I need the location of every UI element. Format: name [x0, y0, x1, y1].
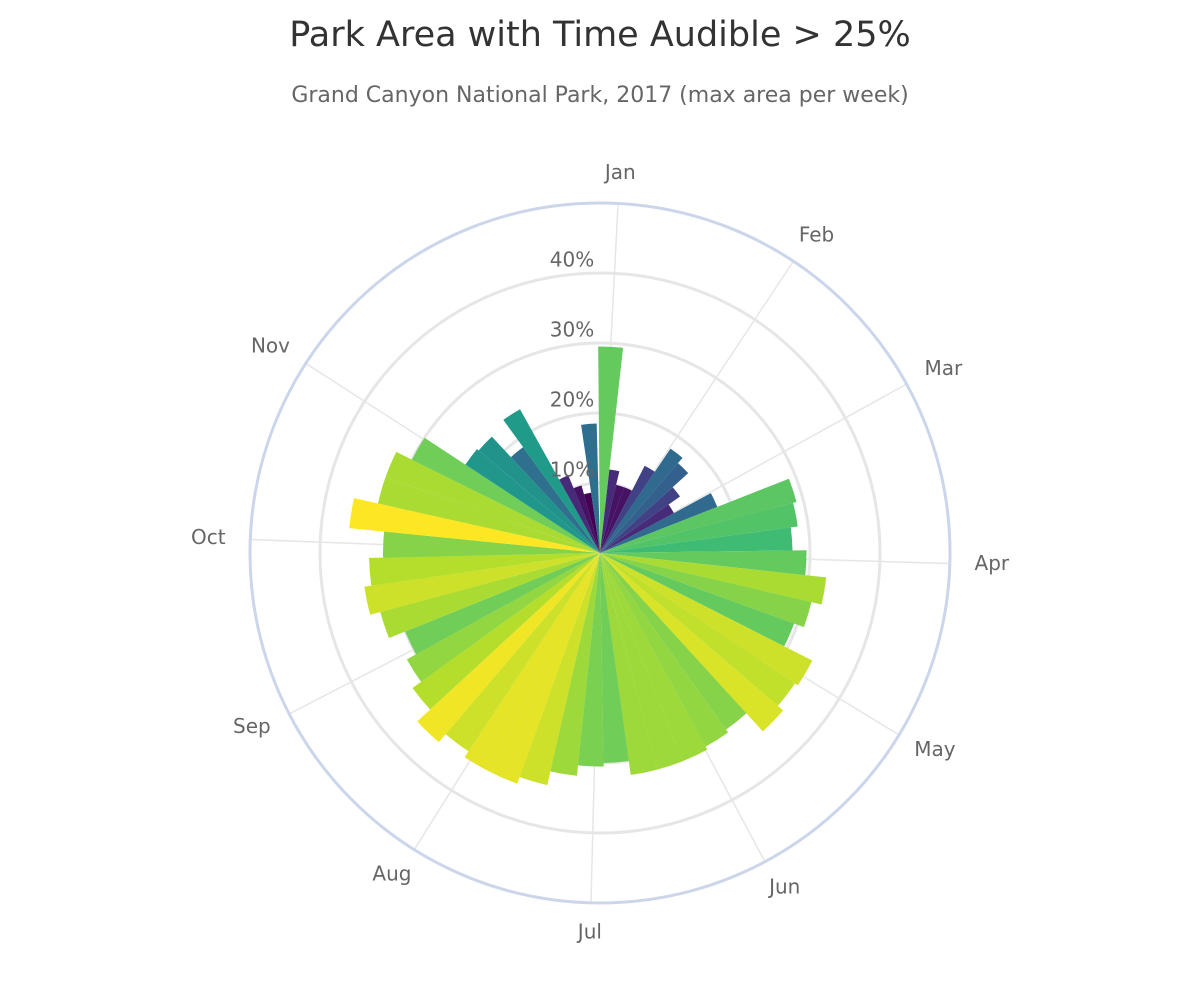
grid-circle	[318, 271, 882, 835]
bar	[600, 463, 689, 553]
bar	[600, 448, 683, 553]
bar	[464, 553, 600, 773]
x-tick-label: Oct	[191, 525, 226, 549]
bar	[573, 485, 600, 553]
x-tick-label: Jan	[603, 160, 636, 184]
bar	[600, 487, 681, 553]
y-tick-label: 20%	[550, 388, 594, 412]
bar	[550, 553, 600, 776]
bar	[600, 504, 674, 553]
bar	[600, 553, 813, 686]
bar	[383, 531, 600, 558]
bar	[445, 553, 600, 752]
bar	[600, 484, 625, 553]
chart-title: Park Area with Time Audible > 25%	[289, 15, 911, 55]
x-tick-label: Nov	[251, 334, 290, 358]
x-tick-label: Mar	[924, 356, 963, 380]
bar	[406, 553, 600, 682]
bar	[559, 475, 600, 553]
bar	[380, 553, 600, 639]
x-tick-label: Sep	[233, 714, 271, 738]
bar	[600, 465, 655, 553]
bar	[600, 553, 812, 628]
bar	[600, 553, 747, 730]
bar	[519, 553, 600, 786]
bar	[600, 550, 807, 576]
bar	[583, 492, 600, 553]
x-tick-label: Jul	[576, 919, 602, 943]
bar	[600, 553, 729, 747]
y-tick-label: 30%	[550, 318, 594, 342]
bar	[600, 487, 632, 553]
bar	[417, 553, 600, 743]
bar	[510, 447, 600, 553]
bar	[600, 553, 784, 732]
x-tick-label: May	[914, 737, 956, 761]
bar	[600, 502, 798, 553]
bar	[490, 553, 600, 784]
bar	[600, 478, 797, 553]
bar	[600, 553, 795, 706]
bar	[600, 553, 658, 775]
x-tick-label: Jun	[767, 875, 800, 899]
bar	[405, 553, 600, 655]
bar	[478, 436, 600, 553]
x-tick-label: Aug	[372, 862, 411, 886]
bar	[600, 553, 827, 605]
bar	[411, 437, 600, 553]
bar	[377, 477, 600, 553]
bar	[600, 527, 793, 553]
y-tick-label: 10%	[550, 458, 594, 482]
y-tick-label: 40%	[550, 248, 594, 272]
bar	[349, 498, 600, 553]
chart-subtitle: Grand Canyon National Park, 2017 (max ar…	[291, 83, 908, 108]
bar	[577, 553, 604, 767]
bar	[600, 553, 795, 647]
bar	[600, 493, 718, 553]
bar	[598, 346, 624, 553]
bar	[581, 423, 600, 553]
bar	[465, 449, 600, 553]
bar	[369, 553, 600, 586]
x-tick-label: Feb	[799, 223, 834, 247]
x-tick-label: Apr	[975, 551, 1010, 575]
bar	[600, 553, 629, 763]
bar	[503, 409, 600, 553]
axis-line	[248, 201, 952, 905]
bar	[364, 553, 600, 615]
bar	[385, 451, 600, 553]
bar	[600, 553, 708, 762]
bar	[600, 553, 683, 770]
bar	[412, 553, 600, 710]
bar	[600, 469, 620, 553]
